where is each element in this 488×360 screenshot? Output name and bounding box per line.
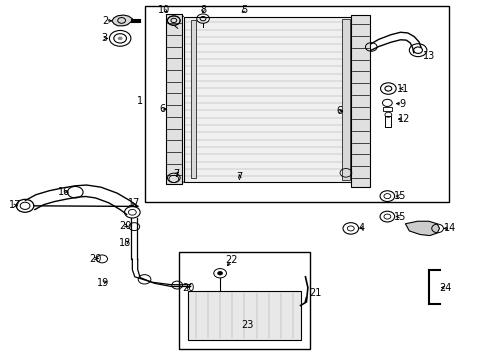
Text: 4: 4	[358, 223, 364, 233]
Text: 12: 12	[397, 114, 410, 124]
Bar	[350, 15, 369, 187]
Text: 5: 5	[241, 5, 247, 15]
Text: 16: 16	[58, 187, 70, 197]
Bar	[341, 19, 349, 180]
Text: 20: 20	[182, 283, 194, 293]
Text: 13: 13	[422, 51, 434, 61]
Text: 3: 3	[102, 33, 107, 43]
Text: 14: 14	[443, 224, 455, 233]
Text: 9: 9	[399, 99, 405, 109]
Bar	[165, 14, 182, 184]
Text: 10: 10	[158, 5, 170, 15]
Text: 17: 17	[9, 201, 21, 211]
Polygon shape	[405, 221, 439, 235]
Text: 24: 24	[438, 283, 450, 293]
Text: 22: 22	[225, 255, 238, 265]
Text: 20: 20	[89, 253, 102, 264]
Bar	[190, 21, 195, 178]
Text: 1: 1	[136, 96, 142, 106]
Text: 6: 6	[336, 106, 342, 116]
Text: 7: 7	[173, 169, 179, 179]
Text: 2: 2	[102, 16, 108, 26]
Text: 21: 21	[308, 288, 321, 298]
Text: 6: 6	[159, 104, 165, 114]
Circle shape	[118, 37, 122, 40]
Polygon shape	[112, 15, 132, 26]
Text: 23: 23	[240, 320, 253, 330]
Bar	[385, 116, 390, 127]
Text: 18: 18	[119, 238, 131, 248]
Text: 17: 17	[128, 198, 140, 208]
Bar	[178, 252, 310, 348]
Text: 7: 7	[236, 172, 242, 182]
Bar	[144, 6, 448, 202]
Text: 15: 15	[393, 212, 406, 221]
Text: 20: 20	[119, 221, 131, 230]
Text: 8: 8	[200, 5, 206, 15]
Text: 19: 19	[97, 278, 109, 288]
Circle shape	[217, 271, 222, 275]
Text: 11: 11	[397, 84, 409, 94]
Bar	[183, 17, 351, 182]
Text: 15: 15	[393, 191, 406, 201]
Bar	[188, 291, 300, 339]
Bar	[382, 107, 391, 111]
